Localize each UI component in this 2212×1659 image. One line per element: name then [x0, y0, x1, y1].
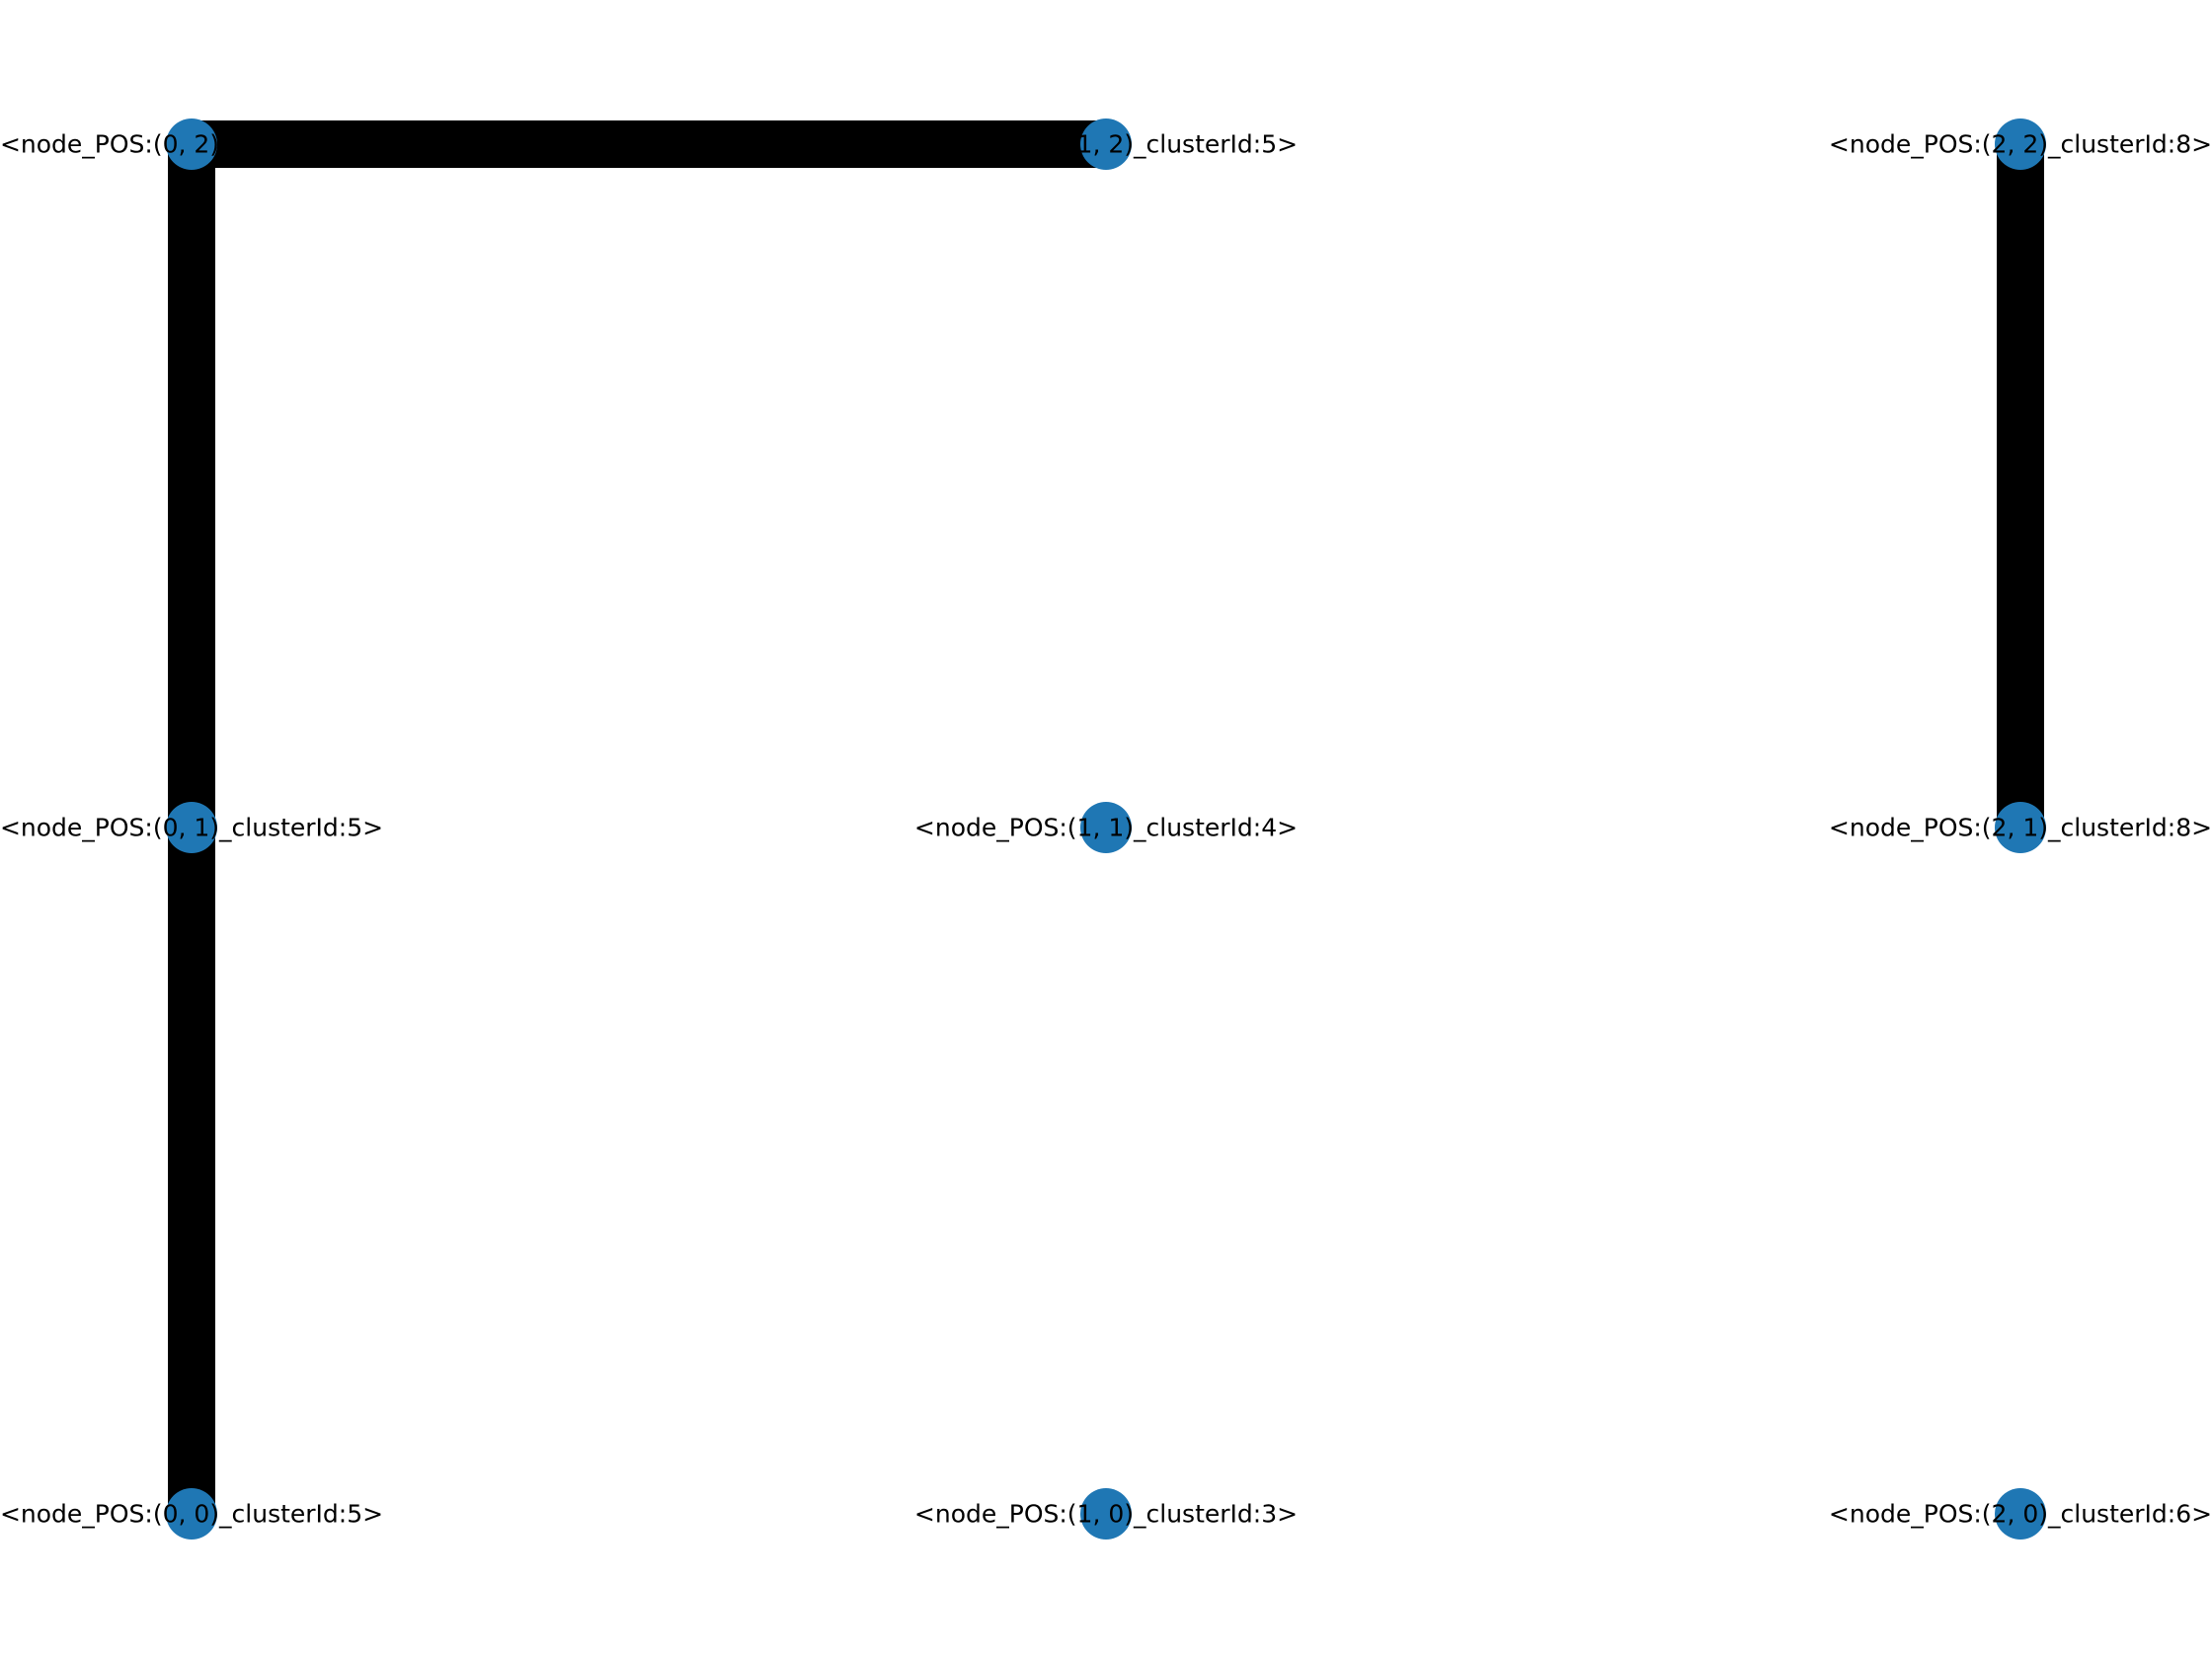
node-label-n20: <node_POS:(2, 0)_clusterId:6> — [1829, 1500, 2212, 1529]
node-label-n11: <node_POS:(1, 1)_clusterId:4> — [914, 814, 1298, 842]
node-n02[interactable] — [166, 118, 217, 170]
edges-layer — [168, 120, 2044, 1514]
node-n11[interactable] — [1080, 802, 1132, 853]
node-label-n12: <node_POS:(1, 2)_clusterId:5> — [914, 130, 1298, 159]
node-label-n10: <node_POS:(1, 0)_clusterId:3> — [914, 1500, 1298, 1529]
node-n21[interactable] — [1995, 802, 2046, 853]
node-n10[interactable] — [1080, 1488, 1132, 1540]
labels-layer: <node_POS:(0, 0)_clusterId:5> <node_POS:(… — [0, 130, 2212, 1529]
node-label-n01: <node_POS:(0, 1)_clusterId:5> — [0, 814, 383, 842]
node-n12[interactable] — [1080, 118, 1132, 170]
node-n00[interactable] — [166, 1488, 217, 1540]
node-label-n00: <node_POS:(0, 0)_clusterId:5> — [0, 1500, 383, 1529]
nodes-layer — [166, 118, 2046, 1540]
node-n22[interactable] — [1995, 118, 2046, 170]
node-label-n02: <node_POS:(0, 2)_clusterId:5> — [0, 130, 383, 159]
node-n20[interactable] — [1995, 1488, 2046, 1540]
node-label-n21: <node_POS:(2, 1)_clusterId:8> — [1829, 814, 2212, 842]
node-label-n22: <node_POS:(2, 2)_clusterId:8> — [1829, 130, 2212, 159]
node-n01[interactable] — [166, 802, 217, 853]
